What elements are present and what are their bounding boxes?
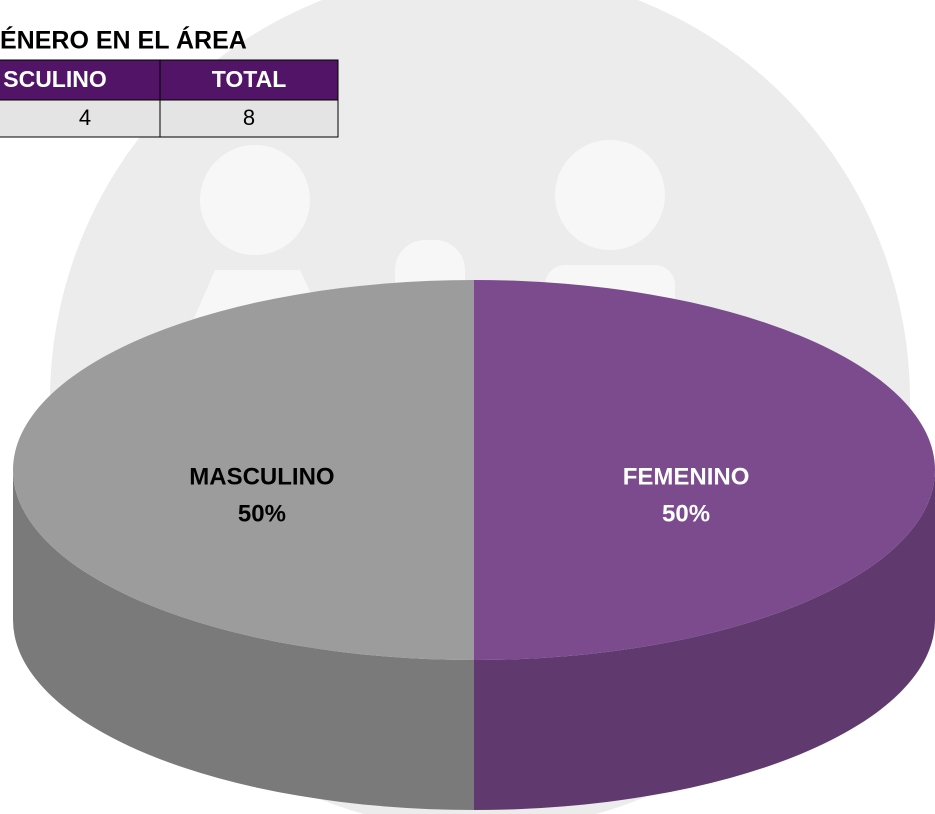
slice-value-label: 50%	[238, 500, 286, 527]
pie-slice	[13, 280, 474, 660]
data-cell	[159, 99, 339, 138]
slice-label: MASCULINO	[189, 463, 334, 490]
header-text: SCULINO	[3, 66, 107, 92]
slice-value-label: 50%	[662, 500, 710, 527]
pie-slice-side	[13, 470, 474, 810]
summary-table: SCULINO TOTAL 4 8	[0, 59, 339, 138]
header-cell	[0, 59, 161, 101]
slice-label: FEMENINO	[623, 463, 750, 490]
pie-slice	[474, 280, 935, 660]
header-text: TOTAL	[212, 66, 287, 92]
cell-text: 8	[243, 105, 255, 130]
pie-chart: FEMENINO 50% MASCULINO 50%	[13, 280, 935, 810]
page-title: ÉNERO EN EL ÁREA	[0, 26, 247, 55]
cell-text: 4	[79, 105, 91, 130]
pie-slice-side	[474, 470, 935, 810]
